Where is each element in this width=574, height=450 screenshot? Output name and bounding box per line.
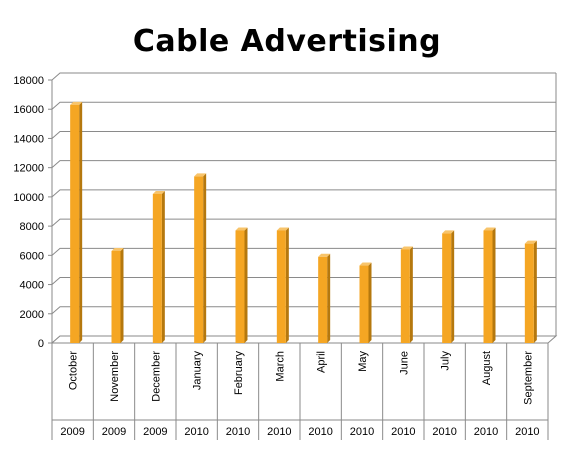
- bar-front: [235, 230, 245, 343]
- y-tick-label: 16000: [13, 104, 44, 116]
- x-tick-label-year: 2010: [226, 426, 250, 438]
- bar-july: [442, 230, 455, 343]
- y-tick-label: 2000: [20, 309, 44, 321]
- x-tick-label-year: 2010: [308, 426, 332, 438]
- y-tick-label: 6000: [20, 250, 44, 262]
- bar-front: [70, 104, 80, 343]
- x-tick-label-month: May: [357, 351, 369, 372]
- x-tick-label-year: 2010: [391, 426, 415, 438]
- gridline: [51, 72, 556, 81]
- x-tick-label-month: November: [109, 351, 121, 402]
- x-tick-label-month: January: [192, 351, 204, 391]
- gridline: [51, 218, 556, 227]
- bar-front: [194, 176, 204, 343]
- bar-top: [235, 227, 248, 231]
- x-tick-label-month: April: [316, 351, 328, 373]
- bar-february: [235, 227, 248, 343]
- x-tick-label-year: 2010: [350, 426, 374, 438]
- bar-top: [318, 253, 331, 257]
- gridline: [51, 277, 556, 285]
- bars: [70, 101, 537, 343]
- bar-march: [276, 227, 289, 343]
- gridline: [51, 101, 556, 110]
- x-tick-label-month: December: [150, 351, 162, 402]
- bar-august: [483, 227, 496, 343]
- bar-april: [318, 253, 331, 343]
- bar-side: [120, 247, 124, 343]
- bar-side: [285, 227, 289, 343]
- gridline: [51, 306, 556, 315]
- bar-december: [152, 190, 165, 343]
- bar-january: [194, 173, 207, 343]
- bar-side: [451, 230, 455, 343]
- bar-june: [400, 246, 413, 343]
- bar-side: [203, 173, 207, 343]
- bar-top: [276, 227, 289, 231]
- y-tick-label: 0: [38, 338, 44, 350]
- chart-title: Cable Advertising: [132, 24, 442, 59]
- y-tick-label: 10000: [13, 192, 44, 204]
- bar-side: [79, 101, 83, 343]
- x-tick-label-year: 2009: [143, 426, 167, 438]
- bar-top: [442, 230, 455, 234]
- x-tick-label-year: 2010: [515, 426, 539, 438]
- x-tick-label-year: 2010: [474, 426, 498, 438]
- bar-side: [368, 262, 372, 343]
- bar-front: [442, 233, 452, 343]
- bar-top: [483, 227, 496, 231]
- bar-top: [359, 262, 372, 266]
- x-tick-label-year: 2009: [102, 426, 126, 438]
- bar-november: [111, 247, 124, 343]
- x-tick-label-year: 2009: [60, 426, 84, 438]
- chart-floor: [50, 335, 558, 344]
- bar-top: [524, 240, 537, 244]
- x-tick-label-month: June: [398, 351, 410, 375]
- gridline: [51, 160, 556, 169]
- bar-side: [409, 246, 413, 343]
- x-tick-label-year: 2010: [432, 426, 456, 438]
- y-tick-label: 12000: [13, 163, 44, 175]
- bar-side: [492, 227, 496, 343]
- x-tick-label-month: February: [233, 351, 245, 396]
- bar-side: [327, 253, 331, 343]
- gridline: [51, 189, 556, 198]
- bar-top: [70, 101, 83, 105]
- bar-front: [152, 193, 162, 343]
- y-tick-labels: 0 2000 4000 6000 8000 10000 12000 14000 16000 180…: [13, 75, 52, 350]
- bar-front: [359, 265, 369, 343]
- y-tick-label: 14000: [13, 133, 44, 145]
- x-tick-label-month: March: [274, 351, 286, 382]
- x-tick-label-month: October: [68, 351, 80, 390]
- bar-top: [111, 247, 124, 251]
- bar-front: [111, 250, 121, 343]
- bar-front: [276, 230, 286, 343]
- x-tick-label-month: September: [522, 351, 534, 405]
- bar-front: [483, 230, 493, 343]
- x-tick-label-month: August: [481, 351, 493, 385]
- bar-front: [318, 256, 328, 343]
- y-tick-label: 4000: [20, 280, 44, 292]
- bar-front: [524, 243, 534, 343]
- gridline: [51, 130, 556, 139]
- gridlines: [51, 72, 556, 344]
- bar-top: [194, 173, 207, 177]
- bar-front: [400, 249, 410, 343]
- bar-top: [152, 190, 165, 194]
- bar-side: [161, 190, 165, 343]
- bar-october: [70, 101, 83, 343]
- gridline: [51, 247, 556, 256]
- x-tick-label-year: 2010: [267, 426, 291, 438]
- bar-may: [359, 262, 372, 343]
- y-tick-label: 8000: [20, 221, 44, 233]
- bar-top: [400, 246, 413, 250]
- category-axis: October 2009 November 2009 December 2009 Janua…: [51, 343, 549, 440]
- bar-september: [524, 240, 537, 343]
- x-tick-label-year: 2010: [184, 426, 208, 438]
- bar-side: [244, 227, 248, 343]
- y-tick-label: 18000: [13, 75, 44, 87]
- bar-side: [533, 240, 537, 343]
- x-tick-label-month: July: [440, 351, 452, 371]
